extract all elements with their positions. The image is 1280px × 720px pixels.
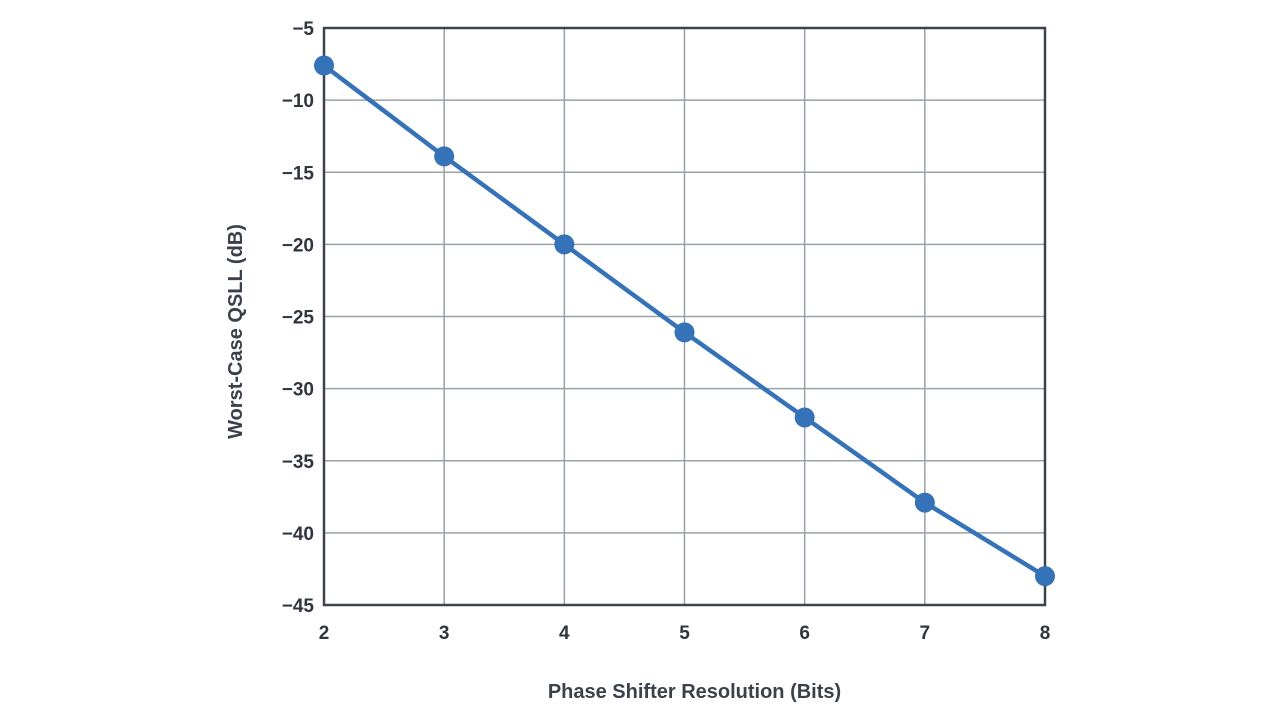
y-axis-tick-labels: −5 −10 −15 −20 −25 −30 −35 −40 −45 — [282, 19, 315, 617]
data-point — [794, 407, 815, 428]
x-tick-label: 6 — [799, 623, 810, 644]
y-tick-label: −20 — [282, 235, 314, 256]
x-tick-label: 5 — [679, 623, 690, 644]
x-tick-label: 2 — [319, 623, 330, 644]
x-tick-label: 7 — [920, 623, 931, 644]
x-tick-label: 4 — [559, 623, 570, 644]
x-tick-label: 3 — [439, 623, 450, 644]
data-point — [674, 322, 695, 343]
grid — [323, 27, 1046, 606]
y-tick-label: −35 — [282, 452, 315, 473]
y-tick-label: −25 — [282, 308, 315, 329]
y-tick-label: −45 — [282, 596, 315, 617]
plot-area-frame — [322, 26, 1047, 607]
y-tick-label: −15 — [282, 163, 315, 184]
data-point — [1035, 566, 1055, 587]
data-point — [914, 492, 935, 513]
data-point — [314, 55, 334, 76]
x-axis-title: Phase Shifter Resolution (Bits) — [548, 681, 841, 703]
x-axis-tick-labels: 2 3 4 5 6 7 8 — [319, 623, 1051, 644]
y-tick-label: −5 — [292, 19, 314, 40]
y-tick-label: −40 — [282, 524, 314, 545]
x-tick-label: 8 — [1040, 623, 1051, 644]
data-point — [434, 146, 455, 167]
data-series — [314, 55, 1055, 587]
data-point — [554, 234, 575, 255]
y-tick-label: −10 — [282, 91, 314, 112]
y-tick-label: −30 — [282, 380, 314, 401]
y-axis-title: Worst-Case QSLL (dB) — [225, 224, 247, 439]
